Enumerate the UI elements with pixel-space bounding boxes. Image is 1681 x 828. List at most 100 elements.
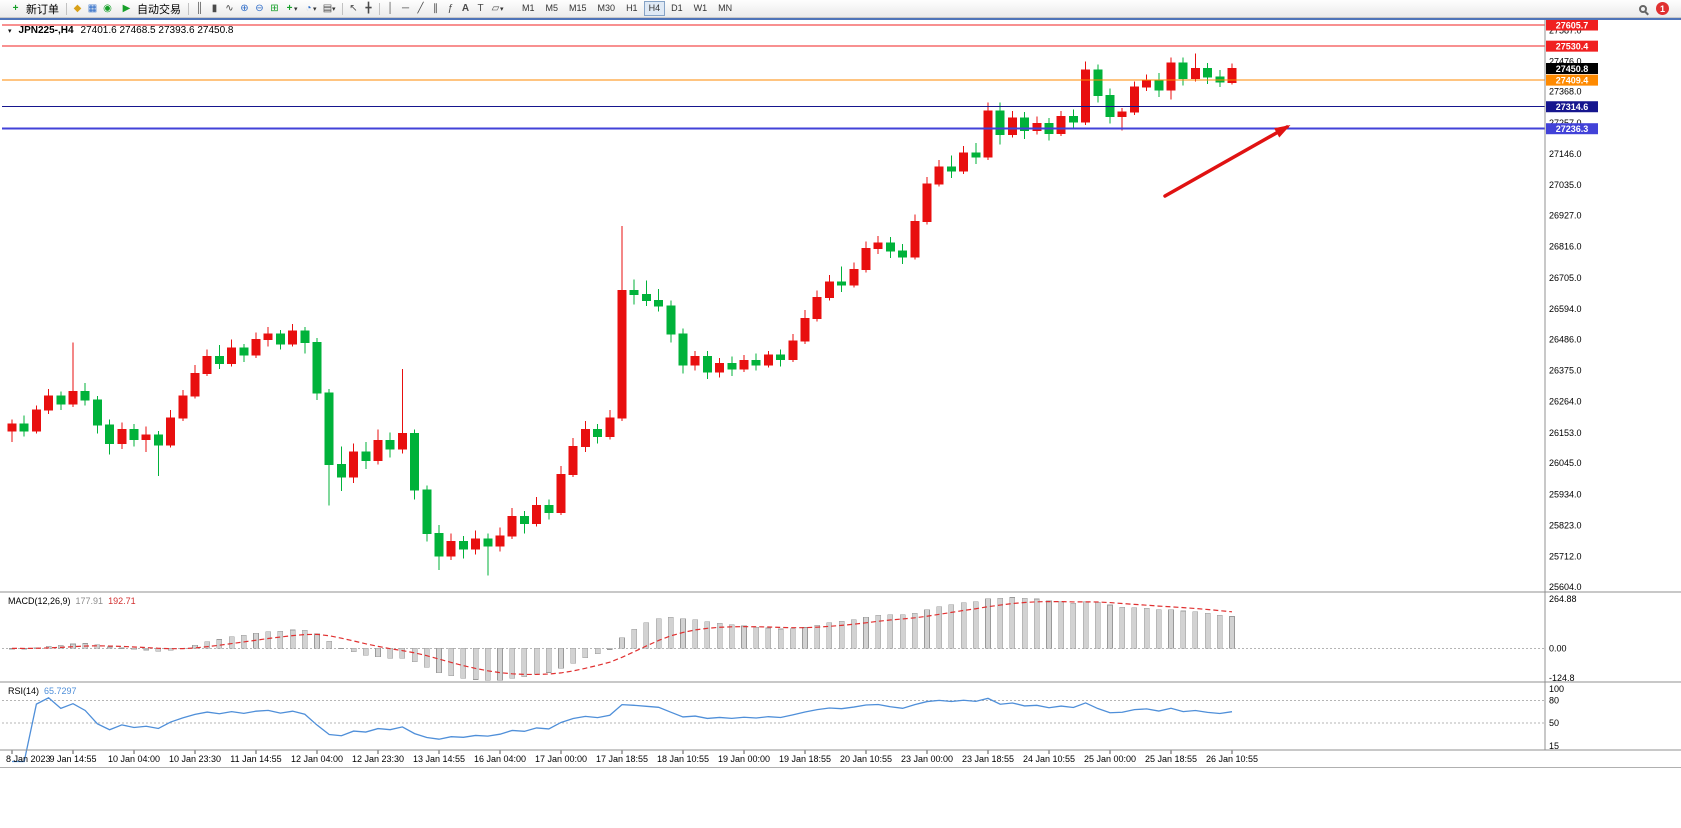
- window-background: [0, 768, 1681, 828]
- svg-text:264.88: 264.88: [1549, 594, 1577, 604]
- periods-icon[interactable]: ◔: [305, 2, 312, 14]
- svg-text:11 Jan 14:55: 11 Jan 14:55: [230, 754, 281, 764]
- svg-text:16 Jan 04:00: 16 Jan 04:00: [474, 754, 526, 764]
- svg-text:27450.8: 27450.8: [1556, 64, 1589, 74]
- chart-ohlc-values: 27401.6 27468.5 27393.6 27450.8: [80, 25, 234, 36]
- svg-text:100: 100: [1549, 684, 1564, 694]
- chevron-down-icon[interactable]: ▾: [313, 5, 317, 13]
- rsi-value: 65.7297: [44, 686, 77, 696]
- svg-text:8 Jan 2023: 8 Jan 2023: [6, 754, 51, 764]
- svg-text:17 Jan 00:00: 17 Jan 00:00: [535, 754, 587, 764]
- svg-text:26816.0: 26816.0: [1549, 242, 1582, 252]
- toolbar-separator: [188, 2, 189, 15]
- trendline-tool-icon[interactable]: ╱: [417, 2, 424, 14]
- macd-main-value: 177.91: [75, 596, 104, 606]
- svg-text:0.00: 0.00: [1549, 643, 1567, 653]
- svg-text:27257.0: 27257.0: [1549, 118, 1582, 128]
- svg-text:12 Jan 04:00: 12 Jan 04:00: [291, 754, 343, 764]
- timeframe-m5-button[interactable]: M5: [541, 1, 564, 16]
- channel-tool-icon[interactable]: ∥: [433, 2, 438, 14]
- data-window-icon[interactable]: ▦: [87, 2, 98, 14]
- templates-icon[interactable]: ▤: [322, 2, 333, 14]
- svg-text:25823.0: 25823.0: [1549, 520, 1582, 530]
- svg-text:50: 50: [1549, 718, 1559, 728]
- svg-text:25934.0: 25934.0: [1549, 489, 1582, 499]
- svg-text:-124.8: -124.8: [1549, 673, 1575, 683]
- macd-signal-value: 192.71: [108, 596, 136, 606]
- svg-text:25712.0: 25712.0: [1549, 552, 1582, 562]
- svg-text:25 Jan 18:55: 25 Jan 18:55: [1145, 754, 1197, 764]
- svg-text:27368.0: 27368.0: [1549, 87, 1582, 97]
- svg-text:26375.0: 26375.0: [1549, 366, 1582, 376]
- svg-text:12 Jan 23:30: 12 Jan 23:30: [352, 754, 404, 764]
- svg-text:27476.0: 27476.0: [1549, 56, 1582, 66]
- market-watch-icon[interactable]: ◆: [73, 2, 82, 14]
- svg-text:26594.0: 26594.0: [1549, 304, 1582, 314]
- timeframe-group: M1 M5 M15 M30 H1 H4 D1 W1 MN: [517, 1, 737, 16]
- svg-text:19 Jan 00:00: 19 Jan 00:00: [718, 754, 770, 764]
- svg-text:26486.0: 26486.0: [1549, 334, 1582, 344]
- zoom-out-icon[interactable]: ⊖: [255, 2, 264, 14]
- rsi-name: RSI(14): [8, 686, 40, 696]
- svg-text:27035.0: 27035.0: [1549, 180, 1582, 190]
- line-chart-icon[interactable]: ∿: [225, 2, 234, 14]
- shapes-tool-icon[interactable]: ▱: [491, 2, 500, 14]
- navigator-icon[interactable]: ◉: [103, 2, 112, 14]
- new-order-label: 新订单: [26, 3, 59, 16]
- autotrading-button[interactable]: ▶ 自动交易: [115, 1, 185, 17]
- svg-text:26927.0: 26927.0: [1549, 211, 1582, 221]
- toolbar: + 新订单 ◆ ▦ ◉ ▶ 自动交易 ║ ▮ ∿ ⊕ ⊖ ⊞ + ▾ ◔ ▾ ▤…: [0, 0, 1681, 18]
- new-order-icon: +: [12, 2, 19, 14]
- timeframe-m1-button[interactable]: M1: [517, 1, 540, 16]
- new-chart-icon[interactable]: +: [286, 2, 293, 14]
- one-click-trading-arrow-icon[interactable]: ▾: [8, 27, 12, 35]
- timeframe-w1-button[interactable]: W1: [689, 1, 713, 16]
- timeframe-mn-button[interactable]: MN: [713, 1, 737, 16]
- chevron-down-icon[interactable]: ▾: [500, 5, 504, 13]
- crosshair-icon[interactable]: ╋: [365, 2, 372, 14]
- svg-text:27314.6: 27314.6: [1556, 102, 1589, 112]
- svg-text:27530.4: 27530.4: [1556, 42, 1589, 52]
- horizontal-line-tool-icon[interactable]: ─: [401, 2, 410, 14]
- tile-windows-icon[interactable]: ⊞: [270, 2, 279, 14]
- vertical-line-tool-icon[interactable]: │: [387, 2, 394, 14]
- cursor-icon[interactable]: ↖: [349, 2, 358, 14]
- svg-text:26705.0: 26705.0: [1549, 273, 1582, 283]
- timeframe-h4-button[interactable]: H4: [643, 1, 666, 16]
- svg-text:9 Jan 14:55: 9 Jan 14:55: [49, 754, 96, 764]
- new-order-button[interactable]: + 新订单: [4, 1, 63, 17]
- notification-badge[interactable]: 1: [1656, 2, 1669, 15]
- zoom-in-icon[interactable]: ⊕: [240, 2, 249, 14]
- timeframe-m30-button[interactable]: M30: [593, 1, 621, 16]
- svg-text:26045.0: 26045.0: [1549, 458, 1582, 468]
- chart-symbol-period: JPN225-,H4: [18, 25, 74, 36]
- svg-text:23 Jan 18:55: 23 Jan 18:55: [962, 754, 1014, 764]
- svg-text:13 Jan 14:55: 13 Jan 14:55: [413, 754, 465, 764]
- timeframe-d1-button[interactable]: D1: [666, 1, 688, 16]
- svg-text:17 Jan 18:55: 17 Jan 18:55: [596, 754, 648, 764]
- macd-name: MACD(12,26,9): [8, 596, 71, 606]
- chevron-down-icon[interactable]: ▾: [294, 5, 298, 13]
- text-tool-icon[interactable]: A: [461, 2, 470, 14]
- autotrading-label: 自动交易: [137, 3, 181, 16]
- svg-text:25604.0: 25604.0: [1549, 582, 1582, 592]
- bar-chart-icon[interactable]: ║: [195, 2, 204, 14]
- svg-text:27146.0: 27146.0: [1549, 149, 1582, 159]
- timeframe-m15-button[interactable]: M15: [564, 1, 592, 16]
- svg-text:10 Jan 04:00: 10 Jan 04:00: [108, 754, 160, 764]
- timeframe-h1-button[interactable]: H1: [621, 1, 643, 16]
- text-label-tool-icon[interactable]: T: [477, 2, 484, 14]
- svg-text:10 Jan 23:30: 10 Jan 23:30: [169, 754, 221, 764]
- svg-text:19 Jan 18:55: 19 Jan 18:55: [779, 754, 831, 764]
- search-icon[interactable]: [1639, 4, 1647, 13]
- rsi-indicator-label: RSI(14) 65.7297: [8, 686, 77, 696]
- chevron-down-icon[interactable]: ▾: [332, 5, 336, 13]
- fibonacci-tool-icon[interactable]: ƒ: [447, 2, 454, 14]
- autotrading-play-icon: ▶: [122, 2, 131, 14]
- svg-text:26 Jan 10:55: 26 Jan 10:55: [1206, 754, 1258, 764]
- price-chart[interactable]: 27587.027476.027368.027257.027146.027035…: [0, 18, 1681, 768]
- svg-text:20 Jan 10:55: 20 Jan 10:55: [840, 754, 892, 764]
- candlestick-chart-icon[interactable]: ▮: [211, 2, 218, 14]
- svg-text:25 Jan 00:00: 25 Jan 00:00: [1084, 754, 1136, 764]
- svg-text:27409.4: 27409.4: [1556, 76, 1589, 86]
